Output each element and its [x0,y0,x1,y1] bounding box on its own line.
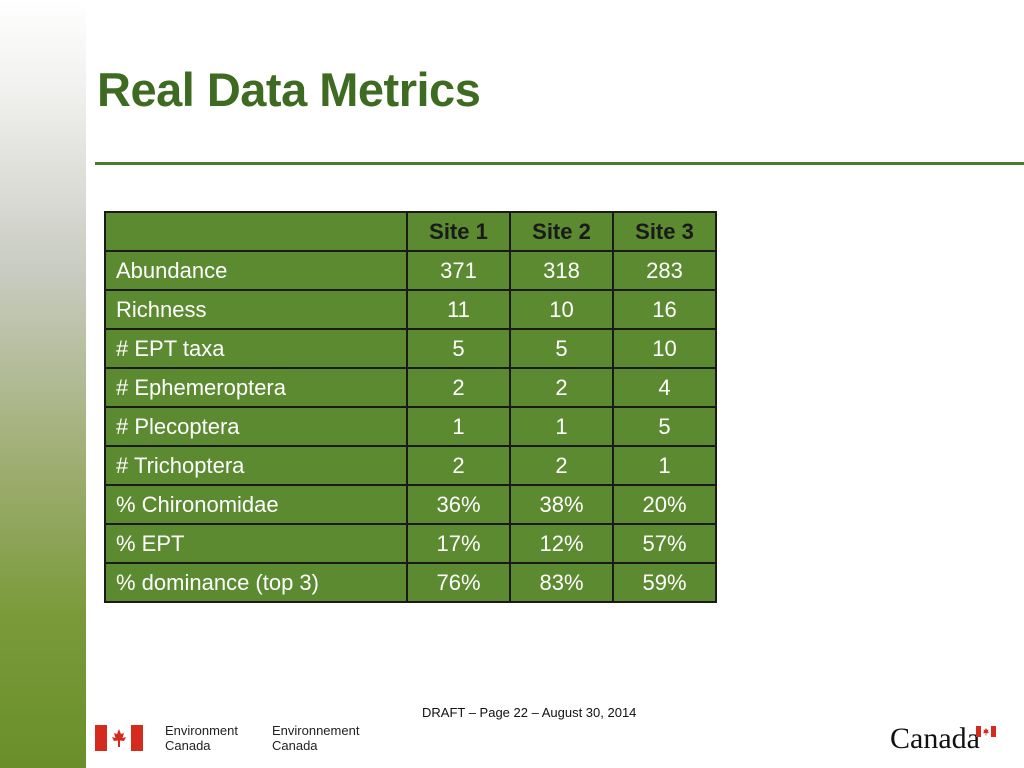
cell-value: 5 [509,328,614,369]
cell-value: 5 [612,406,717,447]
table-header-row: Site 1 Site 2 Site 3 [104,211,717,252]
header-cell-empty [104,211,408,252]
header-cell-site-3: Site 3 [612,211,717,252]
cell-value: 20% [612,484,717,525]
table-row: # Trichoptera 2 2 1 [104,445,717,486]
cell-value: 12% [509,523,614,564]
table-row: # EPT taxa 5 5 10 [104,328,717,369]
side-gradient-bar [0,0,86,768]
table-row: % EPT 17% 12% 57% [104,523,717,564]
cell-value: 1 [612,445,717,486]
row-label: % dominance (top 3) [104,562,408,603]
logo-fr-line1: Environnement [272,723,360,738]
row-label: # Trichoptera [104,445,408,486]
environment-canada-en: Environment Canada [165,723,238,753]
cell-value: 76% [406,562,511,603]
cell-value: 10 [509,289,614,330]
cell-value: 57% [612,523,717,564]
cell-value: 371 [406,250,511,291]
canada-flag-icon [95,725,143,751]
cell-value: 16 [612,289,717,330]
row-label: % EPT [104,523,408,564]
header-cell-site-1: Site 1 [406,211,511,252]
row-label: # Ephemeroptera [104,367,408,408]
cell-value: 2 [406,445,511,486]
canada-wordmark: Canada [890,722,980,755]
canada-wordmark-flag-icon [976,726,996,737]
table-row: # Ephemeroptera 2 2 4 [104,367,717,408]
table-row: % dominance (top 3) 76% 83% 59% [104,562,717,603]
row-label: # Plecoptera [104,406,408,447]
title-divider [95,162,1024,165]
cell-value: 38% [509,484,614,525]
cell-value: 1 [509,406,614,447]
row-label: # EPT taxa [104,328,408,369]
cell-value: 10 [612,328,717,369]
cell-value: 2 [406,367,511,408]
logo-en-line1: Environment [165,723,238,738]
logo-en-line2: Canada [165,738,211,753]
metrics-table: Site 1 Site 2 Site 3 Abundance 371 318 2… [104,211,717,603]
logo-fr-line2: Canada [272,738,318,753]
slide-footer: DRAFT – Page 22 – August 30, 2014 [422,705,637,720]
table-row: Abundance 371 318 283 [104,250,717,291]
environnement-canada-fr: Environnement Canada [272,723,359,753]
cell-value: 4 [612,367,717,408]
cell-value: 59% [612,562,717,603]
row-label: % Chironomidae [104,484,408,525]
row-label: Richness [104,289,408,330]
cell-value: 17% [406,523,511,564]
cell-value: 2 [509,367,614,408]
table-row: # Plecoptera 1 1 5 [104,406,717,447]
slide-title: Real Data Metrics [97,63,481,116]
cell-value: 318 [509,250,614,291]
cell-value: 1 [406,406,511,447]
table-row: Richness 11 10 16 [104,289,717,330]
cell-value: 83% [509,562,614,603]
row-label: Abundance [104,250,408,291]
cell-value: 11 [406,289,511,330]
cell-value: 2 [509,445,614,486]
table-row: % Chironomidae 36% 38% 20% [104,484,717,525]
header-cell-site-2: Site 2 [509,211,614,252]
cell-value: 36% [406,484,511,525]
cell-value: 5 [406,328,511,369]
cell-value: 283 [612,250,717,291]
